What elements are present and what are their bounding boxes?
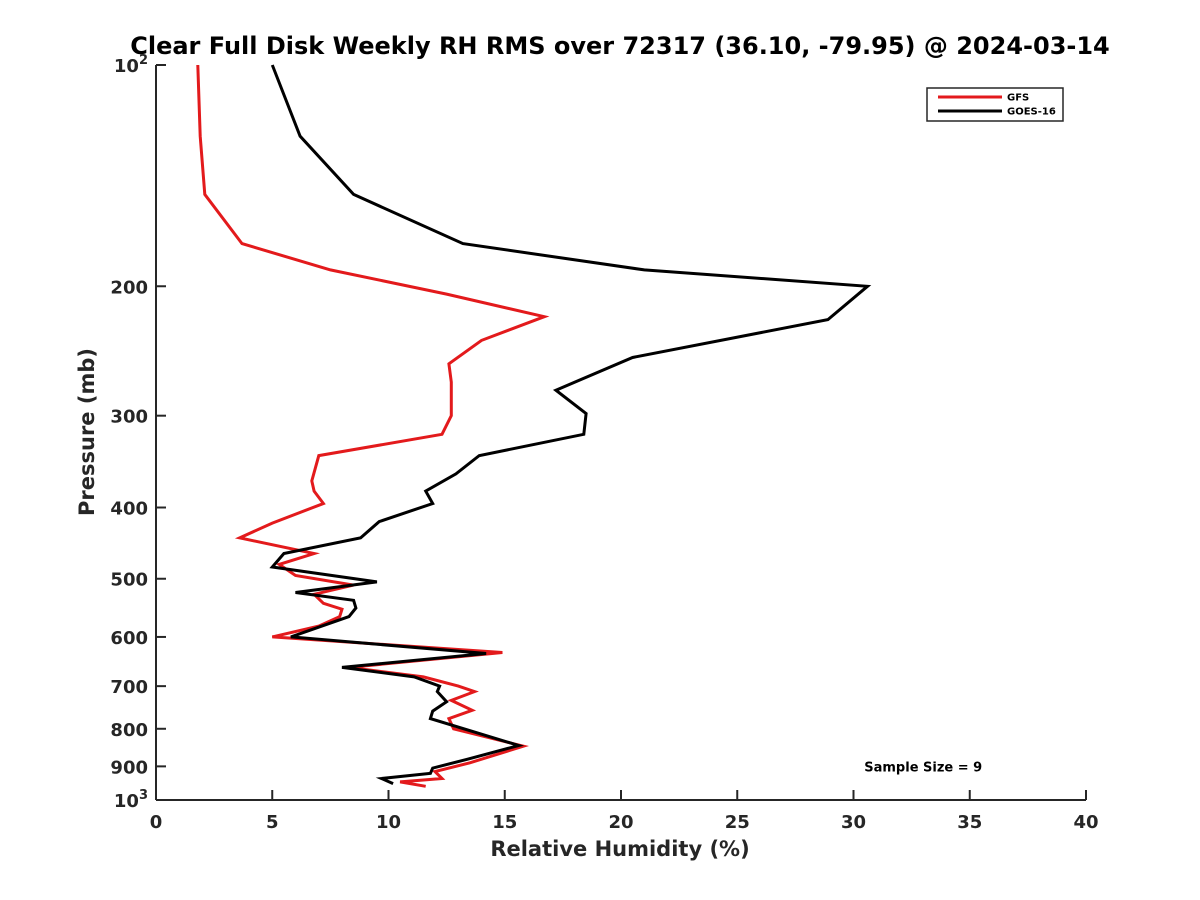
y-tick-base: 10 xyxy=(114,791,139,812)
x-axis: 0 5 10 15 20 25 30 35 40 xyxy=(150,790,1099,833)
series-line-gfs xyxy=(196,64,550,788)
legend-box xyxy=(926,87,1064,122)
x-tick-label: 20 xyxy=(608,812,633,833)
sample-size-annotation: Sample Size = 9 xyxy=(864,760,982,775)
y-tick-label: 103 xyxy=(114,788,148,812)
y-tick-label: 600 xyxy=(110,628,148,649)
annotations: Sample Size = 9 xyxy=(864,760,982,775)
y-tick-label: 102 xyxy=(114,53,148,77)
y-tick-exponent: 2 xyxy=(139,53,148,68)
y-tick-label: 300 xyxy=(110,407,148,428)
y-axis-label: Pressure (mb) xyxy=(75,348,99,516)
x-tick-label: 10 xyxy=(376,812,401,833)
x-axis-label: Relative Humidity (%) xyxy=(490,837,749,861)
y-tick-label: 400 xyxy=(110,499,148,520)
x-tick-label: 15 xyxy=(492,812,517,833)
chart-title: Clear Full Disk Weekly RH RMS over 72317… xyxy=(130,32,1110,60)
legend-label: GFS xyxy=(1007,93,1029,104)
plot-area xyxy=(155,64,1086,801)
y-tick-label: 900 xyxy=(110,757,148,778)
legend-label: GOES-16 xyxy=(1007,107,1056,118)
y-tick-base: 10 xyxy=(114,56,139,77)
x-tick-label: 30 xyxy=(841,812,866,833)
x-tick-label: 5 xyxy=(266,812,279,833)
x-tick-label: 0 xyxy=(150,812,163,833)
y-tick-label: 700 xyxy=(110,677,148,698)
series-line-goes-16 xyxy=(269,64,872,785)
legend: GFS GOES-16 xyxy=(926,87,1064,122)
x-tick-label: 25 xyxy=(725,812,750,833)
y-tick-label: 800 xyxy=(110,720,148,741)
x-tick-label: 35 xyxy=(957,812,982,833)
y-tick-label: 200 xyxy=(110,277,148,298)
y-tick-exponent: 3 xyxy=(139,788,148,803)
y-tick-label: 500 xyxy=(110,570,148,591)
x-tick-label: 40 xyxy=(1073,812,1098,833)
